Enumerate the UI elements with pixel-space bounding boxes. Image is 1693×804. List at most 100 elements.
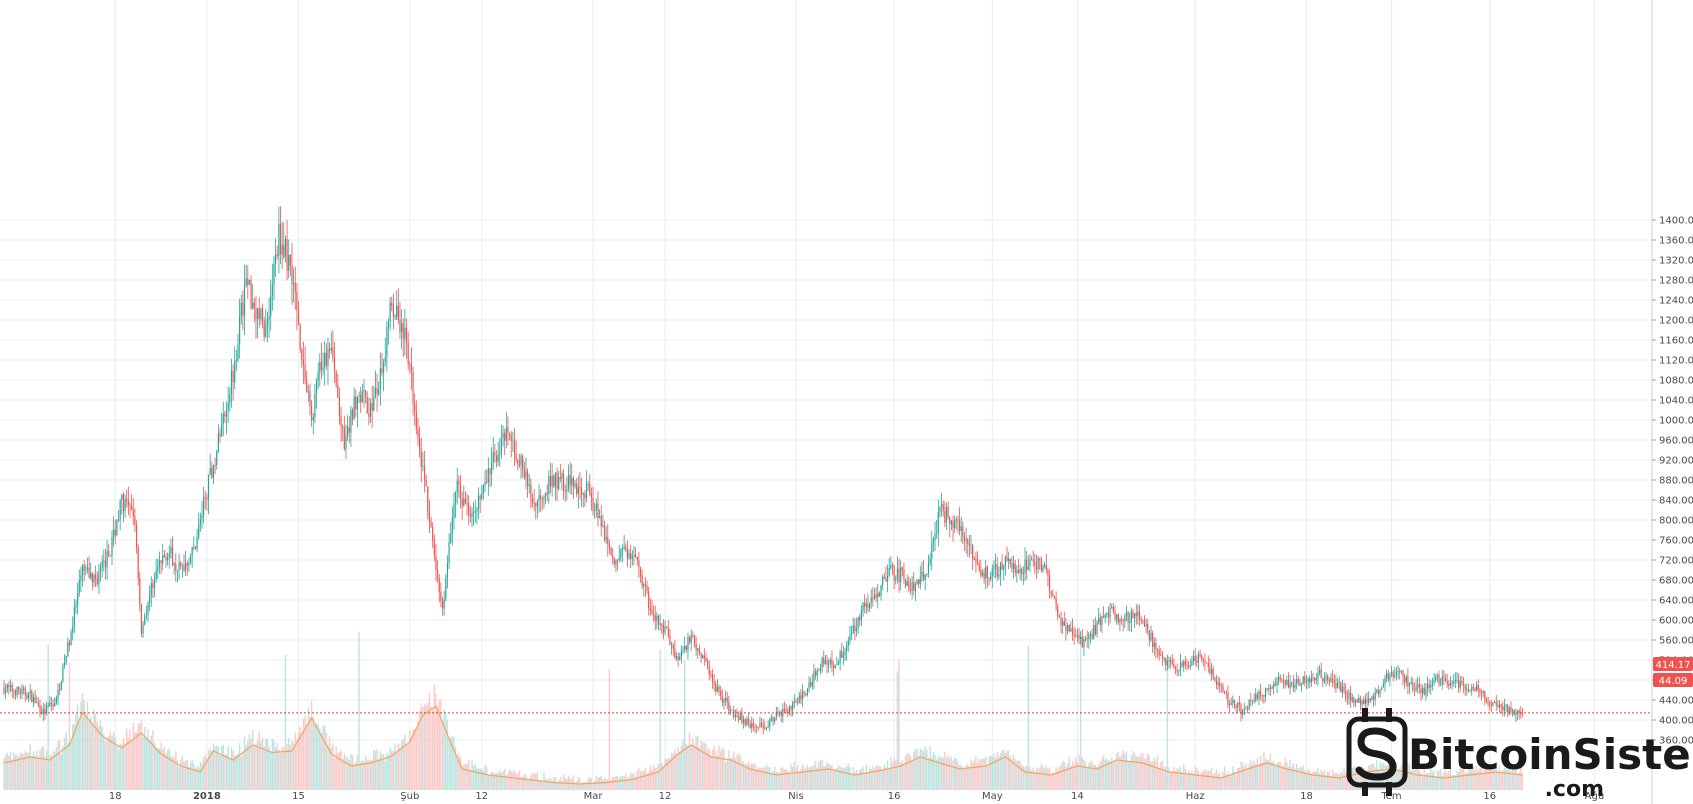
candle-body <box>18 687 20 692</box>
candle-body <box>590 493 593 498</box>
volume-bar <box>811 766 814 790</box>
candle-body <box>1232 700 1234 703</box>
volume-bar <box>865 764 868 790</box>
volume-bar <box>896 671 899 790</box>
volume-bar <box>1439 769 1442 790</box>
candle-body <box>716 686 719 692</box>
candle-body <box>729 710 732 712</box>
volume-bar <box>119 743 121 790</box>
candle-body <box>1515 714 1517 716</box>
candle-body <box>1399 671 1401 673</box>
candle-body <box>747 718 750 724</box>
volume-bar <box>1106 759 1108 790</box>
candle-body <box>1192 656 1195 662</box>
volume-bar <box>1006 750 1008 790</box>
candle-body <box>1138 611 1141 619</box>
candle-body <box>376 388 378 395</box>
volume-bar <box>1032 767 1034 790</box>
volume-bar <box>1174 771 1177 790</box>
volume-bar <box>1171 771 1173 790</box>
volume-bar <box>629 772 632 790</box>
candle-body <box>1314 678 1316 681</box>
candle-body <box>27 693 30 699</box>
volume-bar <box>63 737 66 790</box>
candle-body <box>239 316 241 345</box>
candle-body <box>1116 614 1118 619</box>
y-tick-label: 1320.00 <box>1659 256 1693 267</box>
candle-body <box>500 437 503 453</box>
volume-bar <box>985 757 987 790</box>
volume-bar <box>1497 772 1499 790</box>
volume-bar <box>1346 770 1349 790</box>
volume-bar <box>325 732 328 790</box>
candle-body <box>368 413 370 417</box>
volume-bar <box>382 753 385 790</box>
candle-body <box>345 436 347 450</box>
candle-body <box>1047 569 1049 576</box>
volume-bar <box>672 753 674 790</box>
candle-body <box>648 591 650 608</box>
candle-body <box>810 682 812 687</box>
candle-body <box>464 498 467 503</box>
candle-body <box>1332 678 1334 680</box>
volume-bar <box>665 759 668 790</box>
candle-body <box>1166 660 1168 666</box>
candle-body <box>1202 659 1204 661</box>
volume-bar <box>216 746 218 790</box>
volume-bar <box>29 744 31 790</box>
volume-bar <box>94 713 97 790</box>
candle-body <box>338 397 341 416</box>
volume-bar <box>1151 761 1154 790</box>
candle-body <box>67 642 69 656</box>
candle-body <box>209 467 211 475</box>
volume-bar <box>384 761 386 790</box>
volume-bar <box>1093 764 1095 790</box>
candle-body <box>1485 699 1488 702</box>
candle-body <box>1088 634 1090 640</box>
candle-body <box>149 595 151 604</box>
candle-body <box>1012 563 1015 570</box>
volume-bar <box>1237 767 1239 790</box>
candle-body <box>481 494 483 499</box>
volume-bar <box>1282 764 1285 790</box>
candle-body <box>1042 566 1044 571</box>
volume-bar <box>845 766 848 790</box>
candle-body <box>1206 662 1208 664</box>
volume-bar <box>196 765 198 790</box>
candle-body <box>533 503 535 504</box>
candle-body <box>1184 661 1186 665</box>
volume-bar <box>1480 766 1483 790</box>
volume-bar <box>690 744 692 790</box>
volume-bar <box>1264 758 1267 790</box>
volume-bar <box>1078 754 1080 790</box>
volume-bar <box>741 761 743 790</box>
candle-body <box>299 324 301 350</box>
candle-body <box>258 308 260 320</box>
volume-bar <box>773 766 776 790</box>
volume-bar <box>708 748 710 790</box>
volume-bar <box>463 764 465 790</box>
candle-body <box>99 567 102 572</box>
candle-body <box>103 560 105 562</box>
candle-body <box>1129 621 1131 624</box>
candle-body <box>952 520 954 529</box>
volume-bar <box>782 767 784 790</box>
volume-bar <box>765 764 768 790</box>
volume-bar <box>93 709 95 790</box>
volume-bar <box>505 775 508 790</box>
candle-body <box>1008 558 1010 561</box>
time-axis[interactable]: 18 2018 15 Şub 12 Mar 12 Nis 16 May 14 Haz 18 Tem 16 Ağ… <box>109 790 1604 802</box>
candle-body <box>621 548 624 550</box>
volume-bar <box>472 765 475 790</box>
volume-bar <box>598 777 601 790</box>
candle-body <box>63 663 66 665</box>
volume-bar <box>101 726 103 790</box>
volume-bar <box>746 764 748 790</box>
candle-body <box>906 581 908 587</box>
candle-body <box>945 506 948 523</box>
volume-bar <box>276 742 278 790</box>
candle-body <box>366 397 368 414</box>
candle-body <box>746 718 748 726</box>
candle-body <box>489 468 491 475</box>
